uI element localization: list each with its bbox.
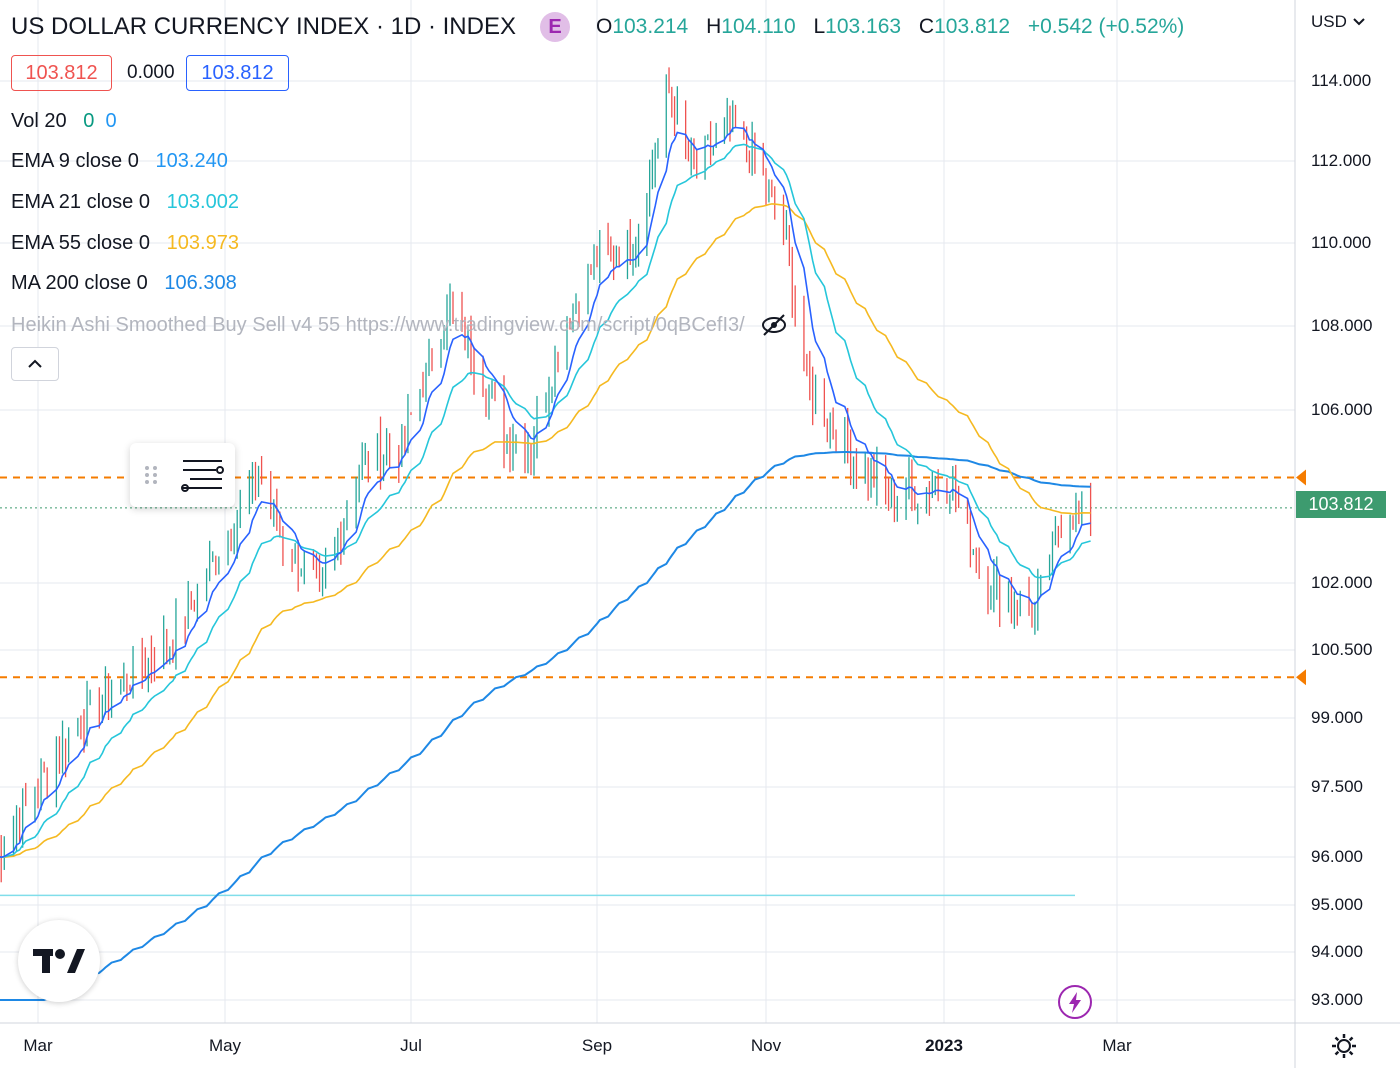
ema9-line (0, 126, 1091, 859)
sell-price-button[interactable]: 103.812 (11, 55, 112, 91)
gear-icon[interactable] (1330, 1032, 1358, 1060)
floating-toolbar[interactable] (130, 443, 235, 507)
level-marker (1296, 469, 1306, 486)
high-value: 104.110 (721, 15, 796, 38)
ohlc-readout: O103.214 H104.110 L103.163 C103.812 +0.5… (595, 15, 1185, 38)
lightning-icon[interactable] (1057, 984, 1093, 1020)
price-tick-label: 93.000 (1311, 990, 1363, 1009)
legend-script[interactable]: Heikin Ashi Smoothed Buy Sell v4 55 http… (11, 313, 789, 337)
legend-vol[interactable]: Vol 20 0 0 (11, 110, 117, 132)
legend-ema21[interactable]: EMA 21 close 0 103.002 (11, 191, 239, 213)
price-tick-label: 108.000 (1311, 316, 1373, 335)
earnings-badge[interactable]: E (539, 12, 570, 42)
horizontal-levels (0, 469, 1306, 897)
buy-price-button[interactable]: 103.812 (186, 55, 289, 91)
price-tick-label: 112.000 (1311, 151, 1372, 170)
price-tick-label: 96.000 (1311, 847, 1363, 866)
drag-handle-icon[interactable] (130, 443, 235, 507)
price-tick-label: 106.000 (1311, 400, 1373, 419)
collapse-legend-button[interactable] (11, 347, 59, 381)
close-value: 103.812 (934, 15, 1011, 38)
settings-sliders-icon (181, 460, 224, 492)
price-tick-label: 97.500 (1311, 777, 1363, 796)
time-tick-label: 2023 (925, 1036, 963, 1055)
price-tick-label: 102.000 (1311, 573, 1373, 592)
price-tick-label: 99.000 (1311, 708, 1363, 727)
time-tick-label: May (208, 1036, 242, 1055)
legend-ma200[interactable]: MA 200 close 0 106.308 (11, 272, 237, 294)
level-marker (1296, 669, 1306, 686)
time-tick-label: Nov (750, 1036, 782, 1055)
symbol-title[interactable]: US DOLLAR CURRENCY INDEX · 1D · INDEX (11, 13, 516, 40)
symbol-header: US DOLLAR CURRENCY INDEX · 1D · INDEX E … (11, 12, 1184, 42)
change-value: +0.542 (+0.52%) (1027, 15, 1185, 38)
price-tick-label: 110.000 (1311, 233, 1372, 252)
spread-value: 0.000 (127, 62, 175, 83)
currency-selector[interactable]: USD (1311, 12, 1365, 32)
chevron-up-icon (28, 359, 42, 368)
legend-ema9[interactable]: EMA 9 close 0 103.240 (11, 150, 228, 172)
price-tick-label: 100.500 (1311, 640, 1373, 659)
tradingview-logo[interactable] (18, 920, 100, 1002)
ma200-line (0, 451, 1091, 1001)
price-tick-label: 114.000 (1311, 71, 1372, 90)
indicator-lines (0, 126, 1091, 1001)
low-value: 103.163 (825, 15, 902, 38)
hidden-eye-icon[interactable] (759, 313, 789, 337)
ema21-line (0, 143, 1091, 859)
legend-ema55[interactable]: EMA 55 close 0 103.973 (11, 232, 239, 254)
ema55-line (0, 203, 1091, 859)
last-price-label: 103.812 (1296, 491, 1386, 518)
time-tick-label: Mar (23, 1036, 53, 1055)
chevron-down-icon (1353, 18, 1365, 26)
price-tick-label: 95.000 (1311, 895, 1363, 914)
tv-logo-icon (33, 949, 85, 973)
open-value: 103.214 (612, 15, 689, 38)
price-tick-label: 94.000 (1311, 942, 1363, 961)
time-tick-label: Sep (581, 1036, 613, 1055)
time-tick-label: Mar (1102, 1036, 1132, 1055)
chart-grid (0, 0, 1295, 1023)
time-tick-label: Jul (400, 1036, 422, 1055)
